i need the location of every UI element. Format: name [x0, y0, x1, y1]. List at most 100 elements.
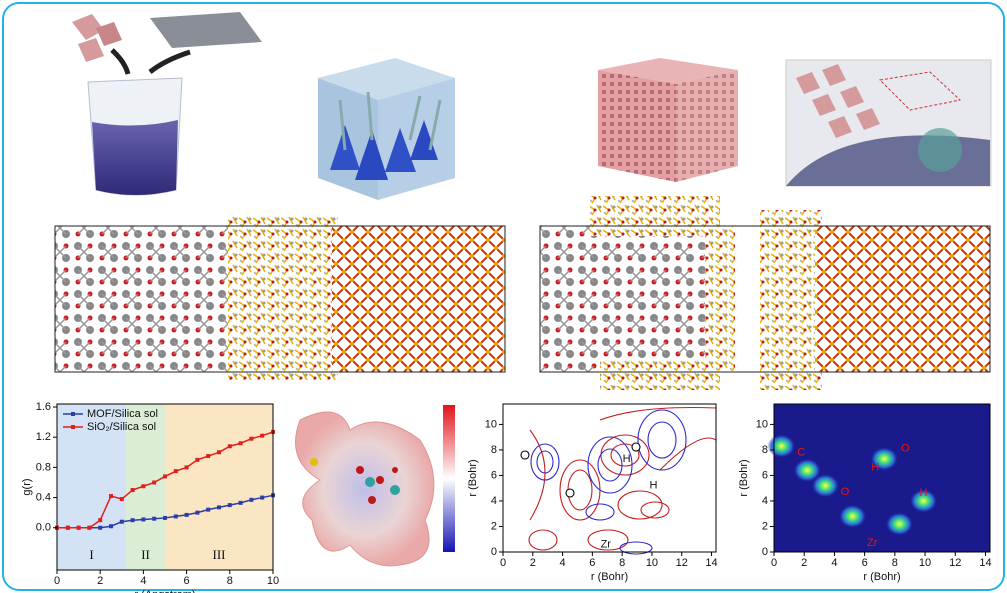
marker: [109, 524, 113, 529]
x-tick-label: 4: [831, 557, 837, 569]
density-peak: [811, 473, 840, 498]
marker: [238, 441, 243, 446]
y-axis-label: g(r): [21, 478, 33, 495]
x-tick-label: 10: [267, 575, 279, 587]
y-tick-label: 6: [762, 469, 768, 481]
marker: [98, 518, 103, 523]
plot-frame: [773, 403, 991, 553]
marker: [249, 497, 254, 502]
x-tick-label: 10: [646, 557, 658, 569]
region-label: II: [141, 547, 150, 562]
y-tick-label: 1.2: [36, 431, 51, 443]
marker: [163, 515, 167, 520]
marker: [141, 517, 146, 522]
x-tick-label: 0: [54, 575, 60, 587]
marker: [152, 480, 157, 485]
x-tick-label: 0: [500, 557, 506, 569]
density-peak: [885, 511, 914, 536]
region-label: I: [89, 547, 93, 562]
x-tick-label: 2: [530, 557, 536, 569]
region-label: III: [213, 547, 226, 562]
y-tick-label: 0.4: [36, 491, 51, 503]
legend-label: MOF/Silica sol: [87, 408, 158, 420]
marker: [260, 495, 265, 500]
x-tick-label: 6: [589, 557, 595, 569]
x-tick-label: 10: [919, 557, 931, 569]
marker: [130, 518, 135, 523]
marker: [130, 488, 135, 493]
annotation: H: [920, 487, 928, 499]
y-axis-label: r (Bohr): [467, 459, 479, 496]
x-tick-label: 6: [862, 557, 868, 569]
marker: [141, 484, 146, 489]
y-tick-label: 0.0: [36, 522, 51, 534]
y-tick-label: 0: [491, 546, 497, 558]
x-axis-label: r (Angstrom): [134, 589, 195, 593]
marker: [173, 469, 178, 474]
plot-frame: [56, 403, 274, 571]
marker: [173, 514, 178, 519]
region: [165, 404, 273, 570]
gel-cube: [318, 58, 455, 200]
density-peak: [793, 458, 822, 483]
x-tick-label: 8: [619, 557, 625, 569]
x-tick-label: 4: [560, 557, 566, 569]
marker: [152, 516, 157, 521]
plot-frame: [502, 403, 717, 553]
marker: [195, 510, 200, 515]
density-peak: [909, 488, 938, 513]
x-tick-label: 0: [771, 557, 777, 569]
marker: [65, 525, 70, 530]
density-peak: [838, 504, 867, 529]
annotation: H: [623, 453, 631, 465]
simulation-box: [539, 196, 991, 390]
marker: [184, 465, 189, 470]
y-tick-label: 4: [491, 495, 497, 507]
marker: [195, 457, 200, 462]
x-tick-label: 8: [227, 575, 233, 587]
x-tick-label: 12: [949, 557, 961, 569]
x-tick-label: 14: [705, 557, 717, 569]
simulation-box: [54, 216, 506, 380]
y-tick-label: 10: [756, 418, 768, 430]
annotation: O: [841, 486, 850, 498]
x-tick-label: 12: [676, 557, 688, 569]
annotation: H: [871, 462, 879, 474]
marker: [227, 444, 232, 449]
x-tick-label: 4: [140, 575, 146, 587]
x-axis-label: r (Bohr): [591, 571, 628, 583]
marker: [217, 505, 221, 510]
y-tick-label: 8: [762, 444, 768, 456]
marker: [119, 497, 124, 502]
marker: [109, 494, 113, 499]
coated-tube: [785, 59, 992, 187]
legend-marker: [71, 425, 75, 429]
x-tick-label: 2: [801, 557, 807, 569]
legend-marker: [71, 412, 75, 416]
y-axis-label: r (Bohr): [738, 459, 750, 496]
x-tick-label: 8: [892, 557, 898, 569]
marker: [227, 503, 232, 508]
esp-molecule: [295, 405, 455, 567]
y-tick-label: 10: [485, 418, 497, 430]
x-tick-label: 2: [97, 575, 103, 587]
marker: [184, 512, 189, 517]
marker: [206, 454, 211, 459]
y-tick-label: 0.8: [36, 461, 51, 473]
x-tick-label: 6: [184, 575, 190, 587]
marker: [217, 450, 221, 455]
x-axis-label: r (Bohr): [863, 571, 900, 583]
annotation: C: [797, 446, 805, 458]
region: [57, 404, 127, 570]
density-peak: [870, 446, 899, 471]
y-tick-label: 8: [491, 444, 497, 456]
marker: [260, 433, 265, 438]
marker: [98, 525, 103, 530]
marker: [206, 507, 211, 512]
color-bar: [443, 405, 455, 552]
contour-lines: [520, 406, 717, 555]
marker: [87, 525, 92, 530]
annotation: O: [901, 443, 910, 455]
x-tick-label: 14: [979, 557, 991, 569]
